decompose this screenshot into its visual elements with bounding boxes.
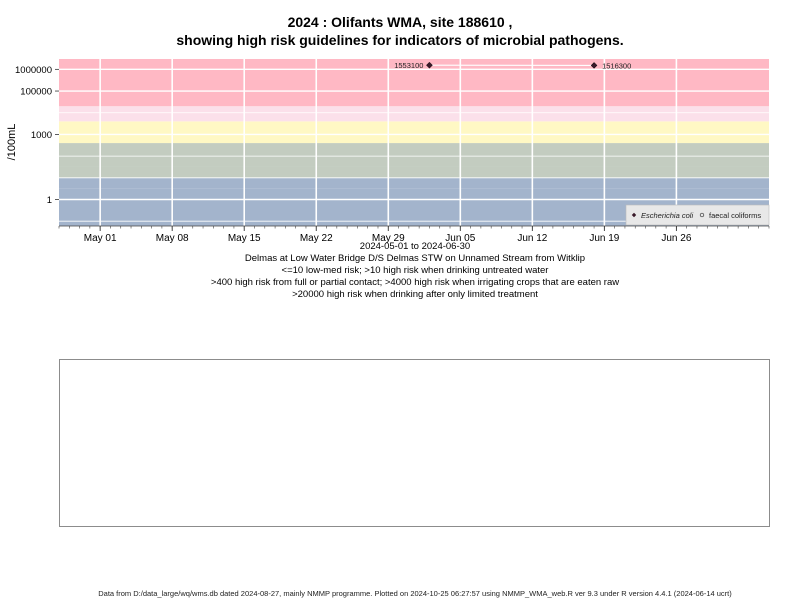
risk-band-3 [59, 143, 769, 167]
risk-band-2 [59, 166, 769, 178]
legend-marker-0 [631, 212, 637, 218]
risk-band-1 [59, 177, 769, 189]
footer-note: Data from D:/data_large/wq/wms.db dated … [98, 589, 732, 598]
series-0-point-0 [426, 61, 433, 69]
risk-band-5 [59, 106, 769, 122]
series-0-data-label-1: 1516300 [602, 61, 631, 70]
date-range-label: 2024-05-01 to 2024-06-30 [359, 241, 471, 252]
empty-secondary-panel [59, 359, 770, 527]
legend-label-0: Escherichia coli [641, 211, 693, 220]
y-tick-label-0: 1 [47, 195, 52, 206]
legend: Escherichia coli faecal coliforms [625, 204, 770, 226]
site-description: Delmas at Low Water Bridge D/S Delmas ST… [244, 253, 586, 264]
legend-box [625, 204, 770, 226]
x-tick-label-7: Jun 19 [589, 233, 619, 244]
grid-lines [59, 59, 769, 226]
risk-band-6 [59, 59, 769, 107]
x-tick-label-1: May 08 [156, 233, 189, 244]
legend-marker-1 [699, 212, 705, 218]
chart-area: May 01 May 08 May 15 May 22 May 29 Jun 05 Jun … [6, 59, 770, 244]
axes: May 01 May 08 May 15 May 22 May 29 Jun 05 Jun … [15, 65, 770, 244]
x-tick-label-5: Jun 05 [445, 233, 475, 244]
risk-bands [59, 59, 769, 226]
y-tick-label-3: 1000000 [15, 65, 52, 76]
guideline-line-1: <=10 low-med risk; >10 high risk when dr… [281, 265, 549, 276]
guideline-line-3: >20000 high risk when drinking after onl… [292, 289, 538, 300]
x-tick-label-3: May 22 [300, 233, 333, 244]
x-tick-label-4: May 29 [372, 233, 405, 244]
x-tick-label-0: May 01 [84, 233, 117, 244]
x-tick-label-8: Jun 26 [661, 233, 691, 244]
x-tick-label-6: Jun 12 [517, 233, 547, 244]
legend-label-1: faecal coliforms [709, 211, 761, 220]
chart-title-line2: showing high risk guidelines for indicat… [176, 32, 624, 48]
guideline-line-2: >400 high risk from full or partial cont… [210, 277, 620, 288]
data-series: 1553100 1516300 [394, 61, 631, 70]
y-axis-label: /100mL [6, 124, 18, 161]
x-tick-label-2: May 15 [228, 233, 261, 244]
series-0-data-label-0: 1553100 [394, 61, 423, 70]
y-tick-label-1: 1000 [31, 130, 52, 141]
y-tick-label-2: 100000 [20, 87, 52, 98]
chart-title-line1: 2024 : Olifants WMA, site 188610 , [287, 14, 513, 30]
risk-band-4 [59, 121, 769, 144]
series-0-point-1 [590, 62, 598, 69]
